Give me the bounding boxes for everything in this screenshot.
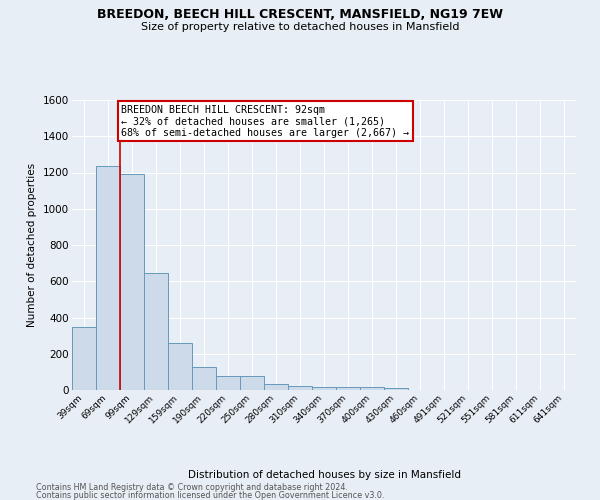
- Bar: [360, 386, 384, 390]
- Bar: [168, 343, 192, 390]
- Y-axis label: Number of detached properties: Number of detached properties: [28, 163, 37, 327]
- Bar: [192, 368, 216, 390]
- Bar: [312, 386, 336, 390]
- Bar: [240, 376, 264, 390]
- Bar: [120, 174, 144, 390]
- Text: Contains public sector information licensed under the Open Government Licence v3: Contains public sector information licen…: [36, 491, 385, 500]
- Bar: [336, 388, 360, 390]
- Text: BREEDON BEECH HILL CRESCENT: 92sqm
← 32% of detached houses are smaller (1,265)
: BREEDON BEECH HILL CRESCENT: 92sqm ← 32%…: [121, 104, 409, 138]
- Bar: [144, 273, 168, 390]
- Text: Contains HM Land Registry data © Crown copyright and database right 2024.: Contains HM Land Registry data © Crown c…: [36, 484, 348, 492]
- Bar: [216, 376, 240, 390]
- Bar: [384, 388, 408, 390]
- Text: Distribution of detached houses by size in Mansfield: Distribution of detached houses by size …: [187, 470, 461, 480]
- Bar: [72, 326, 96, 390]
- Text: Size of property relative to detached houses in Mansfield: Size of property relative to detached ho…: [141, 22, 459, 32]
- Bar: [96, 166, 120, 390]
- Bar: [264, 384, 288, 390]
- Bar: [288, 386, 312, 390]
- Text: BREEDON, BEECH HILL CRESCENT, MANSFIELD, NG19 7EW: BREEDON, BEECH HILL CRESCENT, MANSFIELD,…: [97, 8, 503, 20]
